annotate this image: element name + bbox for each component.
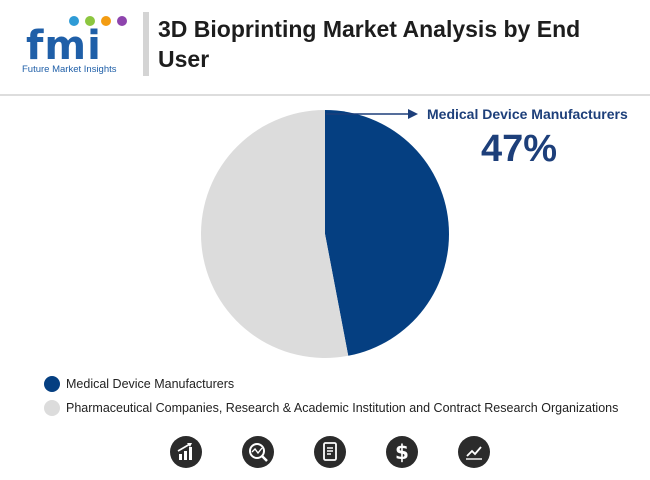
legend-item-pharmaceutical: Pharmaceutical Companies, Research & Aca… (44, 396, 618, 420)
logo-dots-icon (69, 16, 127, 26)
logo-letters: fmi (26, 23, 102, 69)
legend-swatch (44, 400, 60, 416)
dollar-icon: $ (386, 436, 418, 468)
fmi-logo: fmi Future Market Insights (22, 14, 132, 76)
legend-label: Pharmaceutical Companies, Research & Aca… (66, 401, 619, 415)
chart-legend: Medical Device Manufacturers Pharmaceuti… (44, 372, 618, 420)
title-divider (143, 12, 149, 76)
legend-item-medical-device: Medical Device Manufacturers (44, 372, 618, 396)
callout-value: 47% (481, 128, 558, 170)
trend-chart-icon (458, 436, 490, 468)
logo-subtitle: Future Market Insights (22, 64, 117, 75)
legend-label: Medical Device Manufacturers (66, 377, 235, 391)
pie-slice-0 (325, 110, 450, 356)
report-document-icon (314, 436, 346, 468)
legend-swatch (44, 376, 60, 392)
callout-label: Medical Device Manufacturers (427, 106, 628, 122)
pie-chart (201, 109, 450, 358)
callout-arrow-head (408, 109, 418, 119)
growth-chart-icon (170, 436, 202, 468)
analysis-magnifier-icon (242, 436, 274, 468)
page-title: 3D Bioprinting Market Analysis by End Us… (158, 16, 581, 72)
pie-slice-1 (201, 110, 349, 358)
pie-slices (201, 110, 450, 358)
header-divider (0, 94, 650, 96)
footer-icons: $ (170, 436, 490, 470)
svg-text:$: $ (395, 440, 409, 464)
